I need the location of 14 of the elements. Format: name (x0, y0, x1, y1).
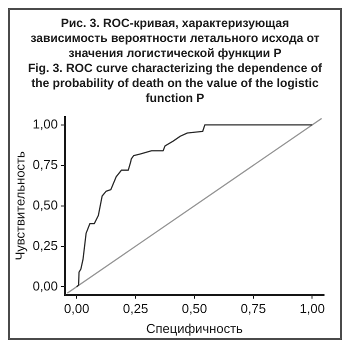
y-tick-label: 0,50 (32, 197, 58, 212)
y-tick-label: 1,00 (32, 116, 58, 132)
x-tick-label: 0,00 (64, 301, 90, 316)
x-tick-label: 0,75 (240, 301, 266, 316)
x-axis-title: Специфичность (146, 320, 244, 336)
x-tick-label: 0,25 (122, 301, 148, 316)
y-axis-title: Чувствительность (12, 151, 28, 260)
chart-title: Рис. 3. ROC-кривая, характеризующая зависимость вероятности летального исхода от значения логистической функции P (30, 16, 320, 61)
y-tick-label: 0,25 (32, 238, 58, 253)
y-tick-label: 0,75 (32, 156, 58, 172)
x-tick-label: 0,50 (182, 301, 208, 316)
y-tick-label: 0,00 (32, 278, 58, 294)
chart-subtitle: Fig. 3. ROC curve characterizing the dependence of the probability of death on the value of the logistic function P (26, 61, 324, 106)
x-tick-label: 1,00 (300, 301, 325, 316)
